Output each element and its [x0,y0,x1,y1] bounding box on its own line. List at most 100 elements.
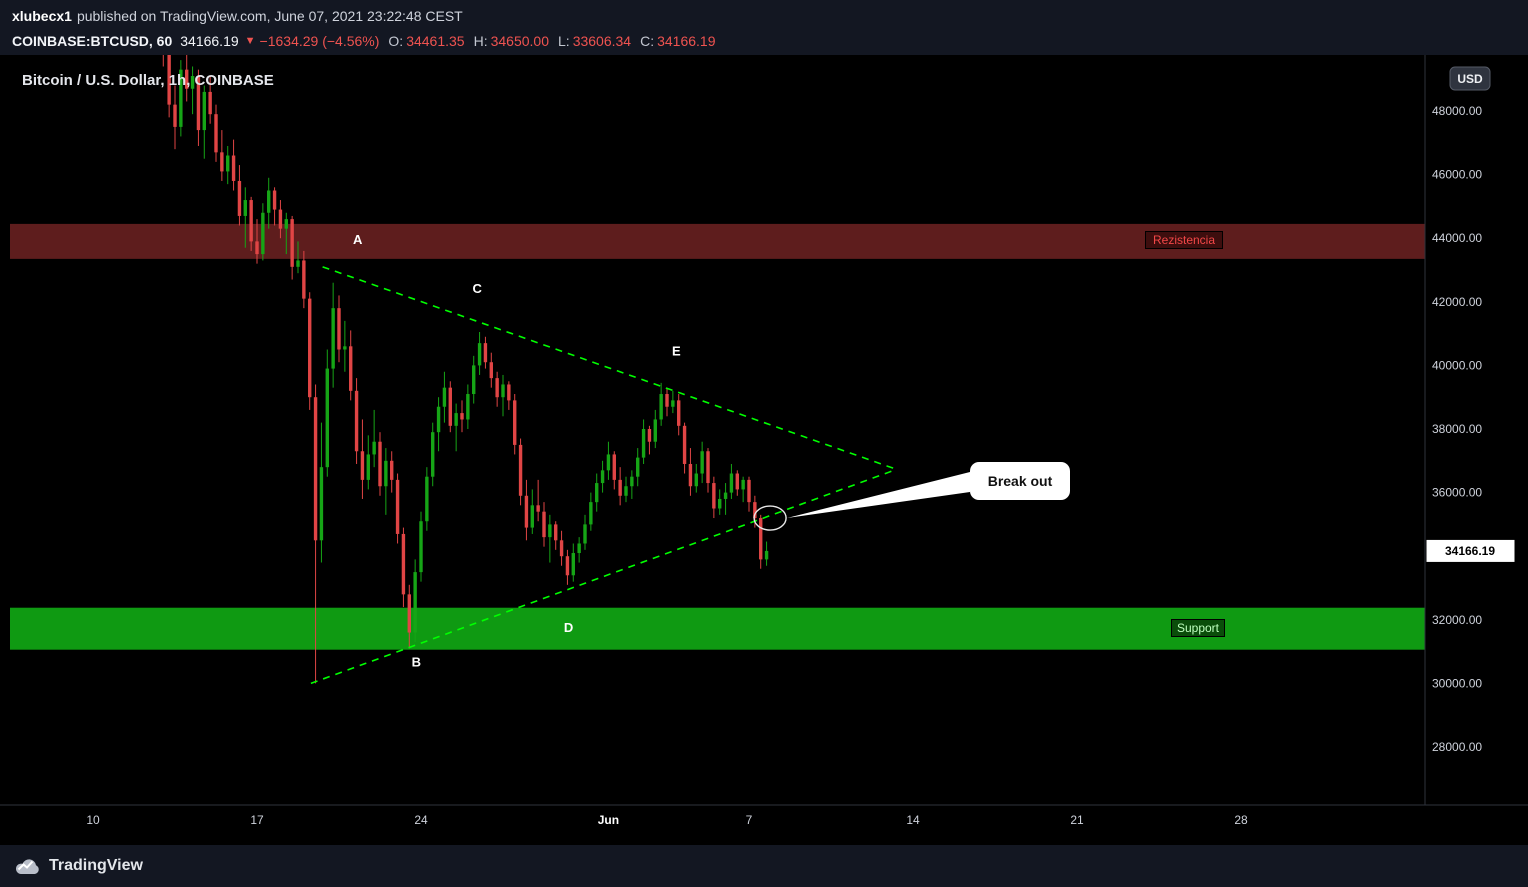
candle-body [554,524,558,541]
candle-body [501,384,505,398]
candle-body [764,550,769,560]
candle-body [196,76,201,131]
candle-body [759,518,763,560]
candle-body [255,241,259,255]
chart-title: Bitcoin / U.S. Dollar, 1h, COINBASE [22,72,274,89]
candle-body [513,400,517,445]
candle-body [472,365,476,395]
candle-body [214,114,218,153]
candle-body [413,572,417,633]
candle-body [729,473,734,493]
candle-body [624,486,628,496]
time-tick-label: 10 [86,813,100,827]
open-label: O: [388,33,404,49]
price-tick-label: 42000.00 [1432,295,1482,309]
candle-body [483,343,488,363]
price-tick-label: 46000.00 [1432,168,1482,182]
breakout-callout-bg [970,462,1070,500]
candle-body [337,308,341,350]
close-pair: C: 34166.19 [640,33,715,49]
price-tick-label: 28000.00 [1432,740,1482,754]
candle-body [548,524,552,538]
candle-body [448,387,452,426]
candle-body [477,343,482,366]
candle-body [331,308,335,369]
candle-body [325,368,329,468]
candle-body [723,492,728,499]
publish-info-row: xlubecx1 published on TradingView.com, Ju… [12,3,1528,29]
candle-body [308,298,312,398]
candle-body [208,91,212,115]
publish-text: published on TradingView.com, June 07, 2… [76,8,463,24]
candle-body [249,200,253,242]
candle-body [395,479,400,534]
candle-body [231,155,236,181]
candle-body [372,441,376,455]
candle-body [185,69,189,89]
candle-body [243,200,247,216]
low-pair: L: 33606.34 [558,33,631,49]
candle-body [636,457,640,477]
candle-body [302,260,306,299]
candle-body [530,505,534,528]
candle-body [237,180,242,216]
pattern-label-B: B [412,655,421,670]
current-price-tag-text: 34166.19 [1445,544,1495,558]
candle-body [220,152,224,172]
candle-body [559,540,564,557]
candle-body [577,543,581,554]
price-change: −1634.29 (−4.56%) [259,33,380,49]
candle-body [343,346,347,350]
candle-body [419,521,423,573]
chart-canvas[interactable]: A B C D E 48000.00 46000.00 44000.00 42000.00 400… [0,55,1528,845]
down-triangle-icon: ▼ [244,35,256,47]
symbol-name[interactable]: COINBASE:BTCUSD, 60 [12,33,173,49]
chart-line-shape [17,860,34,870]
candle-body [442,387,447,407]
tradingview-logo-icon[interactable] [14,856,41,877]
candle-body [454,413,458,426]
time-tick-label: 7 [746,813,753,827]
currency-badge-bg[interactable] [1449,66,1491,91]
pattern-label-E: E [672,344,681,359]
time-tick-label: 21 [1070,813,1084,827]
candle-body [267,190,271,213]
price-tick-label: 38000.00 [1432,422,1482,436]
support-label-chip: Support [1171,619,1225,637]
candle-body [606,454,611,471]
support-chip-bg [1171,619,1225,637]
candle-body [630,476,634,487]
candle-body [565,556,570,576]
currency-badge[interactable]: USD [1449,66,1491,91]
candle-body [665,394,669,407]
current-price-tag [1426,539,1515,562]
candle-body [589,502,593,525]
price-tick-label: 32000.00 [1432,613,1482,627]
candle-body [366,454,370,480]
time-tick-label: 24 [414,813,428,827]
support-chip-text: Support [1177,621,1220,635]
candle-body [735,473,739,490]
candle-body [354,390,359,452]
candle-body [349,346,353,391]
candle-body [278,209,283,229]
candle-body [571,553,575,576]
tradingview-brand-text[interactable]: TradingView [49,857,143,874]
close-value: 34166.19 [657,33,716,49]
candle-body [677,400,681,426]
time-tick-label: 17 [250,813,264,827]
candle-body [466,394,470,420]
candle-body [653,419,657,442]
candle-body [431,432,435,477]
candle-body [495,378,499,398]
callout-tail [787,472,970,518]
open-value: 34461.35 [406,33,465,49]
pattern-label-D: D [564,620,573,635]
candle-body [407,594,411,633]
close-label: C: [640,33,655,49]
candle-body [202,91,206,131]
price-tick-label: 44000.00 [1432,231,1482,245]
candle-body [542,511,546,538]
resistance-chip-bg [1145,231,1223,249]
pattern-label-A: A [353,232,363,247]
